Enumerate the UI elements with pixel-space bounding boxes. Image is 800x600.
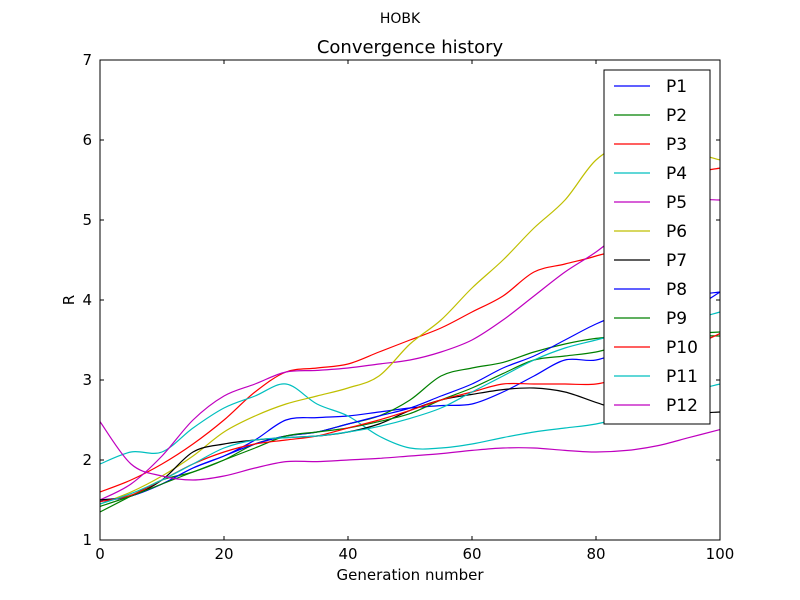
series-line-p12 bbox=[99, 421, 721, 481]
x-tick-label: 80 bbox=[586, 545, 605, 563]
x-tick-label: 40 bbox=[338, 545, 357, 563]
legend-label-p11: P11 bbox=[666, 367, 698, 387]
legend-label-p5: P5 bbox=[666, 193, 687, 213]
y-tick-label: 5 bbox=[82, 211, 92, 229]
legend-box bbox=[603, 69, 711, 425]
legend-label-p10: P10 bbox=[666, 338, 698, 358]
chart-legend: P1 P2 P3 P4 P5 P6 P7 P8 P9 P10 P11 P12 bbox=[603, 69, 711, 425]
legend-label-p2: P2 bbox=[666, 106, 687, 126]
legend-label-p7: P7 bbox=[666, 251, 687, 271]
y-tick-label: 4 bbox=[82, 291, 92, 309]
x-axis-ticks: 0 20 40 60 80 100 bbox=[95, 60, 734, 563]
legend-label-p6: P6 bbox=[666, 222, 687, 242]
legend-label-p3: P3 bbox=[666, 135, 687, 155]
x-axis-label: Generation number bbox=[337, 566, 485, 584]
y-tick-label: 2 bbox=[82, 451, 92, 469]
y-axis-label: R bbox=[60, 295, 78, 305]
legend-label-p9: P9 bbox=[666, 309, 687, 329]
chart-title: Convergence history bbox=[317, 37, 504, 58]
figure-suptitle: HOBK bbox=[380, 11, 421, 27]
x-tick-label: 100 bbox=[706, 545, 735, 563]
x-tick-label: 60 bbox=[462, 545, 481, 563]
legend-label-p1: P1 bbox=[666, 77, 687, 97]
y-axis-ticks: 1 2 3 4 5 6 7 bbox=[82, 51, 720, 549]
legend-items: P1 P2 P3 P4 P5 P6 P7 P8 P9 P10 P11 P12 bbox=[614, 77, 698, 416]
legend-label-p12: P12 bbox=[666, 396, 698, 416]
x-tick-label: 0 bbox=[95, 545, 105, 563]
legend-label-p4: P4 bbox=[666, 164, 687, 184]
y-tick-label: 1 bbox=[82, 531, 92, 549]
y-tick-label: 3 bbox=[82, 371, 92, 389]
y-tick-label: 6 bbox=[82, 131, 92, 149]
legend-label-p8: P8 bbox=[666, 280, 687, 300]
y-tick-label: 7 bbox=[82, 51, 92, 69]
x-tick-label: 20 bbox=[214, 545, 233, 563]
